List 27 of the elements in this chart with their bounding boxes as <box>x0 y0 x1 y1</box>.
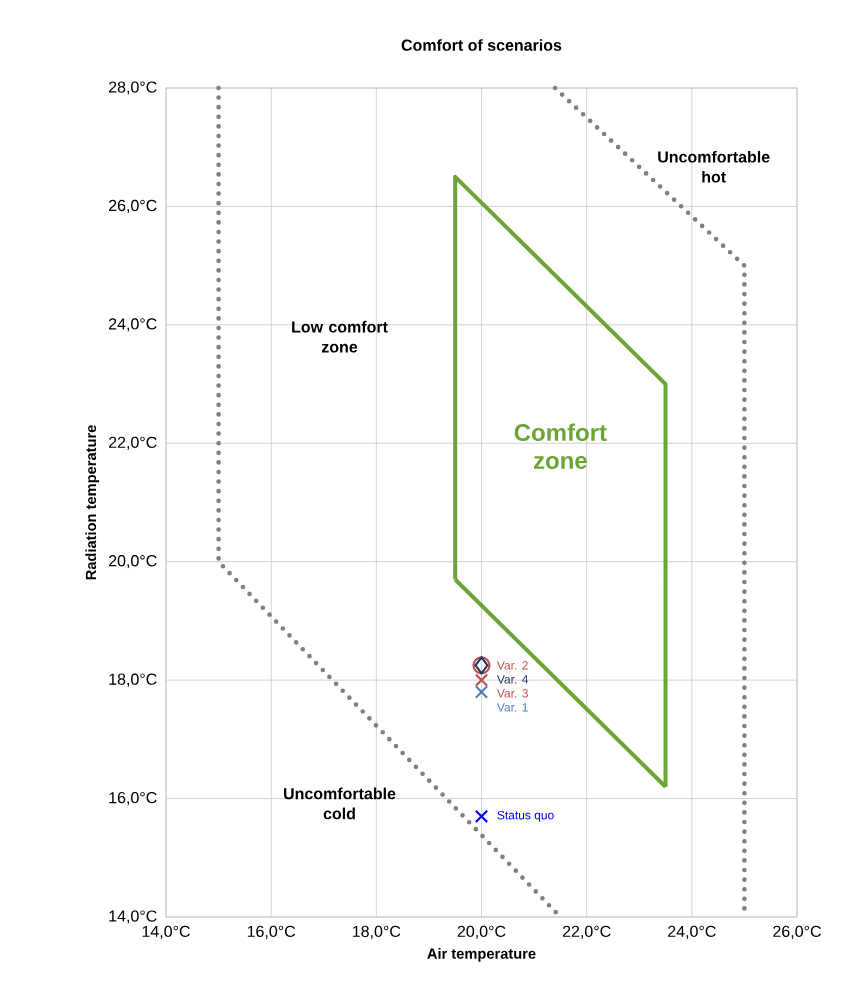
x-tick-label: 16,0°C <box>247 925 296 939</box>
x-tick-label: 18,0°C <box>352 925 401 939</box>
text: Comfort zone <box>514 423 607 470</box>
x-tick-label: 24,0°C <box>668 925 716 939</box>
y-tick-label: 14,0°C <box>109 910 157 924</box>
annotation: Uncomfortable cold <box>284 787 396 820</box>
x-tick-label: 20,0°C <box>457 925 506 939</box>
y-tick-label: 24,0°C <box>108 318 157 332</box>
annotation: Low comfort zone <box>292 320 388 353</box>
y-tick-label: 26,0°C <box>108 199 157 214</box>
series-label: Var. 2 <box>496 661 528 670</box>
y-axis-title: Radiation temperature <box>85 425 100 580</box>
x-tick-label: 22,0°C <box>562 925 611 939</box>
x-tick-label: 14,0°C <box>142 925 190 939</box>
series-label: Var. 3 <box>496 689 528 698</box>
y-tick-label: 20,0°C <box>108 555 157 569</box>
y-tick-label: 22,0°C <box>108 436 157 450</box>
y-tick-label: 28,0°C <box>108 81 157 95</box>
x-tick-label: 26,0°C <box>773 925 821 939</box>
y-tick-label: 18,0°C <box>109 673 157 687</box>
annotation: Uncomfortable hot <box>658 150 770 183</box>
y-tick-label: 16,0°C <box>109 791 157 806</box>
chart-title: Comfort of scenarios <box>401 39 562 51</box>
x-axis-title: Air temperature <box>427 948 536 962</box>
series-label: Var. 1 <box>496 703 528 712</box>
series-label: Status quo <box>497 810 554 822</box>
series-label: Var. 4 <box>496 675 529 684</box>
